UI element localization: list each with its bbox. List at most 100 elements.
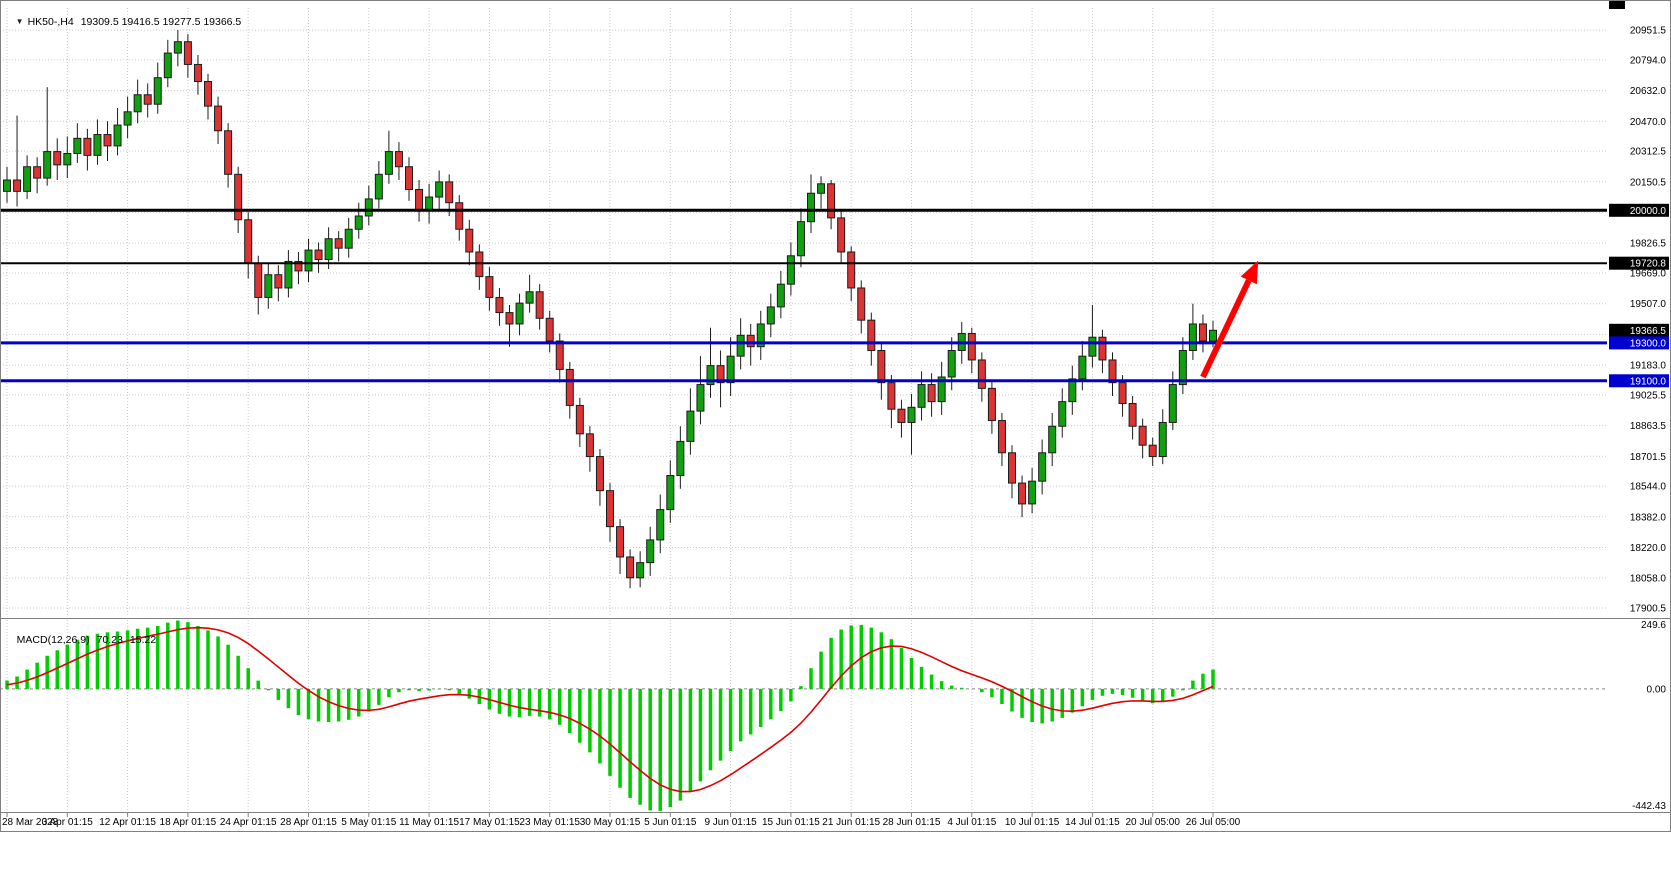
candle-bear bbox=[53, 151, 62, 166]
macd-axis[interactable]: 249.6 0.00 -442.43 bbox=[1632, 620, 1666, 812]
macd-indicator bbox=[0, 620, 1607, 811]
candle-bull bbox=[807, 192, 815, 223]
candle-bear bbox=[334, 238, 343, 249]
time-axis-label: 24 Apr 01:15 bbox=[220, 817, 277, 828]
time-axis-label: 14 Jul 01:15 bbox=[1065, 817, 1120, 828]
price-tag-box bbox=[1609, 336, 1669, 350]
price-axis[interactable]: 20951.5 20794.0 20632.0 20470.0 20312.5 20150… bbox=[1630, 26, 1667, 615]
trend-arrow[interactable] bbox=[1200, 260, 1259, 379]
macd-axis-label: -442.43 bbox=[1632, 801, 1666, 812]
candle-bear bbox=[274, 274, 283, 289]
candle-bear bbox=[1198, 323, 1207, 342]
candle-bull bbox=[364, 198, 373, 217]
candle-bull bbox=[1058, 401, 1067, 427]
candle-bear bbox=[837, 217, 846, 253]
time-axis-label: 18 Apr 01:15 bbox=[160, 817, 217, 828]
candle-bear bbox=[224, 130, 233, 175]
candle-bear bbox=[193, 63, 202, 82]
candle-bull bbox=[666, 474, 675, 511]
candle-bear bbox=[103, 134, 112, 147]
candle-bear bbox=[234, 173, 243, 221]
candle-bear bbox=[204, 80, 212, 107]
time-axis-label: 12 Apr 01:15 bbox=[99, 817, 156, 828]
candle-bull bbox=[344, 228, 353, 249]
candle-bull bbox=[656, 509, 665, 541]
candle-bull bbox=[113, 124, 122, 147]
candle-bull bbox=[686, 410, 695, 442]
trend-arrow-head[interactable] bbox=[1240, 260, 1259, 285]
time-axis-label: 30 May 01:15 bbox=[580, 817, 641, 828]
candle-bull bbox=[374, 173, 383, 200]
candle-bear bbox=[555, 340, 564, 370]
candle-bear bbox=[465, 228, 474, 253]
time-axis-label: 21 Jun 01:15 bbox=[822, 817, 880, 828]
candle-bear bbox=[415, 188, 424, 211]
time-axis-label: 28 Jun 01:15 bbox=[883, 817, 941, 828]
price-axis-label: 20951.5 bbox=[1630, 26, 1667, 37]
time-axis-label: 9 Jun 01:15 bbox=[704, 817, 757, 828]
time-axis-label: 4 Jul 01:15 bbox=[947, 817, 996, 828]
candle-bear bbox=[485, 276, 494, 298]
candle-bull bbox=[676, 440, 685, 476]
price-tag: 19100.0 bbox=[1609, 374, 1669, 388]
price-tag-value: 19300.0 bbox=[1630, 338, 1667, 349]
candle-bull bbox=[163, 52, 172, 79]
candle-bull bbox=[153, 77, 162, 105]
candle-bear bbox=[475, 251, 484, 278]
candle-bull bbox=[324, 238, 333, 261]
price-axis-label: 18382.0 bbox=[1630, 512, 1667, 523]
candle-bull bbox=[726, 355, 735, 384]
candle-bull bbox=[264, 274, 273, 298]
candle-bull bbox=[1178, 349, 1187, 386]
price-axis-label: 19025.5 bbox=[1630, 390, 1667, 401]
candle-bull bbox=[1088, 336, 1097, 357]
price-axis-label: 19507.0 bbox=[1630, 299, 1667, 310]
price-axis-label: 18058.0 bbox=[1630, 574, 1667, 585]
candle-bear bbox=[746, 334, 755, 348]
price-axis-label: 19183.0 bbox=[1630, 361, 1667, 372]
price-tag-box bbox=[1609, 203, 1669, 217]
price-tag-box bbox=[1609, 256, 1669, 270]
candle-bull bbox=[133, 94, 142, 113]
candle-bear bbox=[1008, 452, 1016, 484]
candle-bull bbox=[907, 406, 916, 423]
candle-bull bbox=[786, 255, 795, 285]
candle-bear bbox=[997, 420, 1006, 454]
price-axis-label: 19826.5 bbox=[1630, 239, 1667, 250]
candle-bear bbox=[244, 219, 253, 264]
time-axis-label: 20 Jul 05:00 bbox=[1125, 817, 1180, 828]
candle-bear bbox=[214, 105, 223, 132]
time-axis-label: 28 Apr 01:15 bbox=[280, 817, 337, 828]
candle-bull bbox=[63, 152, 72, 166]
price-axis-label: 17900.5 bbox=[1630, 604, 1667, 615]
candle-bull bbox=[304, 249, 313, 272]
price-axis-label: 20632.0 bbox=[1630, 86, 1667, 97]
candle-bull bbox=[817, 183, 826, 194]
price-tag-value: 19100.0 bbox=[1630, 376, 1667, 387]
price-axis-label: 20312.5 bbox=[1630, 147, 1667, 158]
candle-bull bbox=[3, 179, 11, 192]
candle-bear bbox=[987, 387, 996, 422]
price-axis-label: 18863.5 bbox=[1630, 421, 1667, 432]
candle-bear bbox=[405, 166, 413, 190]
trend-arrow-shaft[interactable] bbox=[1200, 279, 1252, 379]
candle-bear bbox=[1018, 482, 1027, 505]
candle-bear bbox=[505, 312, 514, 325]
macd-axis-label: 0.00 bbox=[1647, 684, 1667, 695]
price-tag: 19366.5 bbox=[1609, 323, 1669, 337]
candle-bull bbox=[756, 323, 765, 348]
candle-bull bbox=[173, 41, 182, 54]
time-axis-label: 11 May 01:15 bbox=[399, 817, 459, 828]
candles bbox=[3, 30, 1217, 589]
candle-bull bbox=[425, 196, 434, 211]
candle-bear bbox=[857, 287, 866, 321]
time-axis-label: 5 May 01:15 bbox=[341, 817, 396, 828]
candle-bull bbox=[123, 111, 132, 126]
candle-bull bbox=[354, 215, 363, 230]
candle-bull bbox=[435, 181, 444, 198]
candle-bear bbox=[716, 365, 725, 384]
